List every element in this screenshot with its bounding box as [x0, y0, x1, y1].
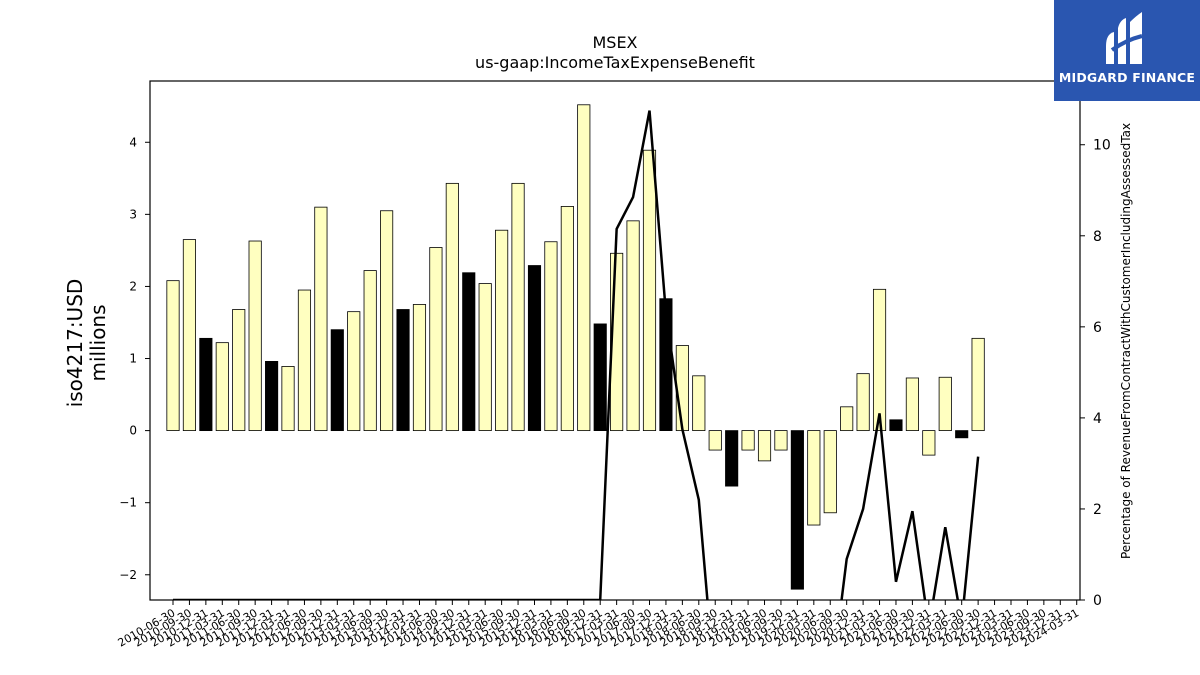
bar: [807, 430, 821, 526]
bar: [708, 430, 722, 451]
y-tick-label: 0: [129, 424, 137, 438]
bar: [396, 309, 410, 431]
bar: [297, 289, 312, 432]
y-tick-label: 1: [129, 352, 137, 366]
bar: [445, 182, 459, 432]
bar: [692, 375, 706, 432]
y2-tick-label: 4: [1093, 411, 1102, 427]
bar: [462, 272, 476, 431]
bar: [363, 270, 377, 431]
y-axis-label-line: iso4217:USD: [63, 279, 87, 408]
bar: [429, 247, 443, 431]
bar: [248, 240, 262, 432]
bar: [347, 311, 361, 432]
y2-axis: 0 2 4 6 8 10: [1080, 138, 1111, 609]
percentage-line-series: [173, 110, 980, 600]
x-axis: 2010-06-302010-09-302010-12-312011-03-31…: [116, 600, 1081, 650]
bar: [577, 104, 591, 432]
y-tick-label: 4: [129, 135, 137, 149]
bar: [626, 220, 640, 431]
bar: [790, 430, 804, 590]
y-tick-label: 3: [129, 207, 137, 221]
chart-subtitle: us-gaap:IncomeTaxExpenseBenefit: [475, 53, 755, 72]
bar: [166, 280, 180, 432]
y2-tick-label: 6: [1093, 320, 1102, 336]
percentage-line: [173, 110, 980, 600]
bar: [955, 430, 969, 439]
bar: [544, 241, 558, 432]
bar: [593, 323, 607, 432]
bar: [840, 406, 854, 432]
bar-series: [166, 104, 985, 590]
y-tick-label: 2: [129, 279, 137, 293]
y-axis-label-line: millions: [86, 304, 110, 381]
bar: [774, 430, 788, 451]
bar: [232, 309, 246, 431]
bar: [281, 366, 295, 432]
bar: [560, 206, 574, 431]
bar: [905, 377, 919, 432]
y2-tick-label: 2: [1093, 502, 1102, 518]
bar: [741, 430, 755, 451]
bar: [412, 304, 427, 432]
bar: [922, 430, 936, 456]
bar: [642, 149, 657, 431]
bar: [757, 430, 772, 462]
midgard-finance-logo: MIDGARD FINANCE: [1054, 0, 1200, 101]
bar: [938, 376, 952, 432]
bar: [889, 419, 903, 432]
logo-mark-icon: [1106, 12, 1143, 64]
bar: [527, 265, 542, 432]
plot-frame: [149, 80, 1081, 601]
y2-tick-label: 0: [1093, 593, 1102, 609]
bar: [511, 182, 525, 432]
bar: [675, 345, 689, 432]
chart-title: MSEX: [592, 33, 637, 52]
bar: [856, 373, 870, 432]
bar: [265, 360, 279, 431]
bar: [971, 337, 985, 432]
bar: [182, 239, 196, 432]
y-axis: −2 −1 0 1 2 3 4: [119, 135, 150, 582]
bar: [478, 283, 492, 431]
bar: [314, 206, 328, 432]
bar: [330, 329, 344, 432]
y-tick-label: −1: [119, 496, 137, 510]
logo-text: MIDGARD FINANCE: [1058, 70, 1196, 85]
y-tick-label: −2: [119, 568, 137, 582]
y2-axis-label: Percentage of RevenueFromContractWithCus…: [1119, 123, 1133, 559]
bar: [872, 288, 887, 432]
bar: [725, 430, 739, 487]
bar: [380, 210, 394, 432]
bar: [823, 430, 837, 514]
y2-tick-label: 8: [1093, 229, 1102, 245]
y2-tick-label: 10: [1093, 138, 1111, 154]
bar: [199, 337, 213, 432]
bar: [495, 229, 509, 432]
bar: [215, 342, 229, 432]
y-axis-label: iso4217:USDmillions: [63, 279, 110, 408]
